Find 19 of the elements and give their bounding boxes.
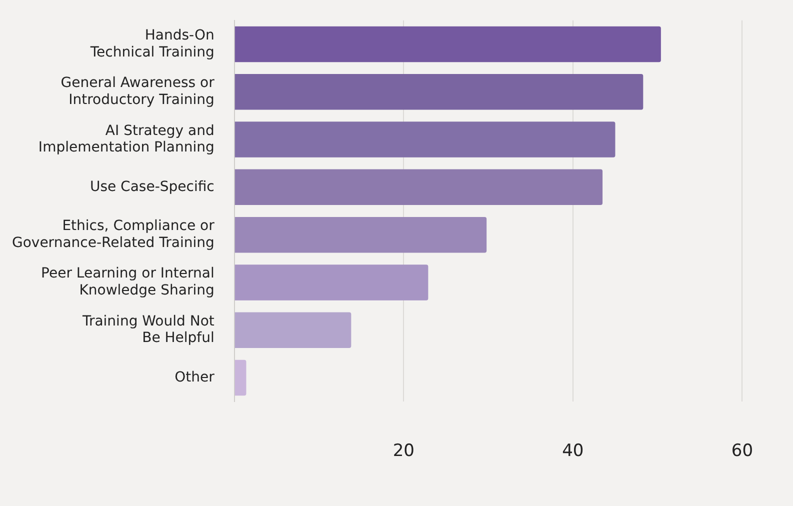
y-tick-label: AI Strategy and Implementation Planning: [38, 122, 214, 156]
bar: [234, 74, 644, 110]
bar: [234, 312, 352, 348]
x-tick-label: 20: [392, 441, 414, 462]
bar: [234, 264, 428, 300]
bar: [234, 169, 603, 206]
y-tick-label: Use Case-Specific: [90, 178, 214, 195]
bar: [234, 26, 661, 62]
y-tick-label: Ethics, Compliance or Governance-Related Training: [12, 218, 215, 251]
x-tick-label: 40: [562, 441, 584, 462]
bar: [234, 360, 246, 396]
y-tick-label: Peer Learning or Internal Knowledge Sharing: [41, 266, 214, 299]
y-tick-label: Hands-On Technical Training: [89, 27, 214, 60]
y-tick-label: Training Would Not Be Helpful: [81, 313, 215, 346]
bar: [234, 122, 616, 158]
bar: [234, 216, 487, 253]
y-tick-label: General Awareness or Introductory Training: [60, 75, 215, 108]
y-tick-label: Other: [174, 369, 215, 386]
x-tick-label: 60: [731, 441, 754, 462]
